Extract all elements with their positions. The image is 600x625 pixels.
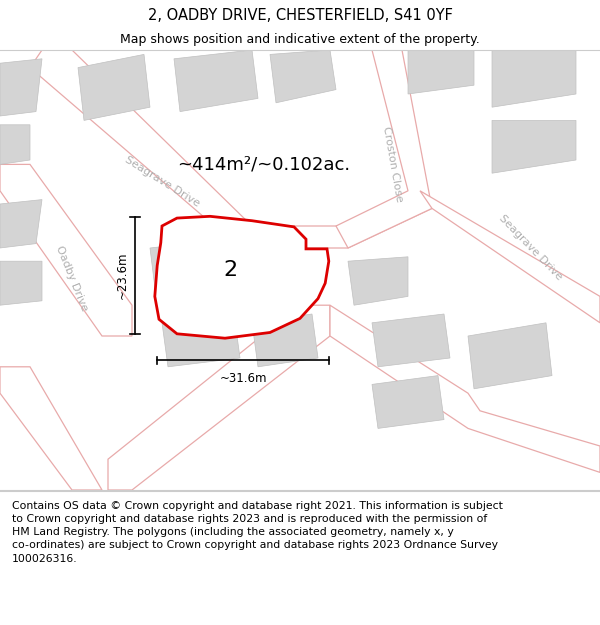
Polygon shape (0, 164, 132, 336)
Text: ~414m²/~0.102ac.: ~414m²/~0.102ac. (178, 156, 350, 173)
Polygon shape (372, 376, 444, 428)
Text: Seagrave Drive: Seagrave Drive (497, 214, 565, 282)
Text: Oadby Drive: Oadby Drive (55, 244, 89, 313)
Polygon shape (180, 248, 276, 301)
Polygon shape (150, 239, 228, 296)
Polygon shape (0, 261, 42, 305)
Polygon shape (336, 50, 432, 248)
Polygon shape (468, 322, 552, 389)
Polygon shape (155, 216, 329, 338)
Text: 2: 2 (224, 260, 238, 280)
Polygon shape (30, 50, 432, 248)
Polygon shape (0, 59, 42, 116)
Text: Map shows position and indicative extent of the property.: Map shows position and indicative extent… (120, 32, 480, 46)
Polygon shape (420, 191, 600, 322)
Polygon shape (270, 50, 336, 102)
Polygon shape (348, 257, 408, 305)
Text: Contains OS data © Crown copyright and database right 2021. This information is : Contains OS data © Crown copyright and d… (12, 501, 503, 564)
Polygon shape (0, 199, 42, 248)
Text: ~23.6m: ~23.6m (115, 252, 128, 299)
Text: ~31.6m: ~31.6m (219, 372, 267, 385)
Polygon shape (162, 314, 240, 367)
Text: 2, OADBY DRIVE, CHESTERFIELD, S41 0YF: 2, OADBY DRIVE, CHESTERFIELD, S41 0YF (148, 8, 452, 22)
Polygon shape (174, 50, 258, 112)
Text: Croston Close: Croston Close (382, 126, 404, 203)
Polygon shape (252, 314, 318, 367)
Polygon shape (492, 121, 576, 173)
Polygon shape (492, 50, 576, 108)
Polygon shape (0, 125, 30, 164)
Polygon shape (78, 54, 150, 121)
Text: Seagrave Drive: Seagrave Drive (123, 155, 201, 209)
Polygon shape (372, 314, 450, 367)
Polygon shape (0, 367, 102, 490)
Polygon shape (330, 305, 600, 472)
Polygon shape (108, 305, 330, 490)
Polygon shape (408, 50, 474, 94)
